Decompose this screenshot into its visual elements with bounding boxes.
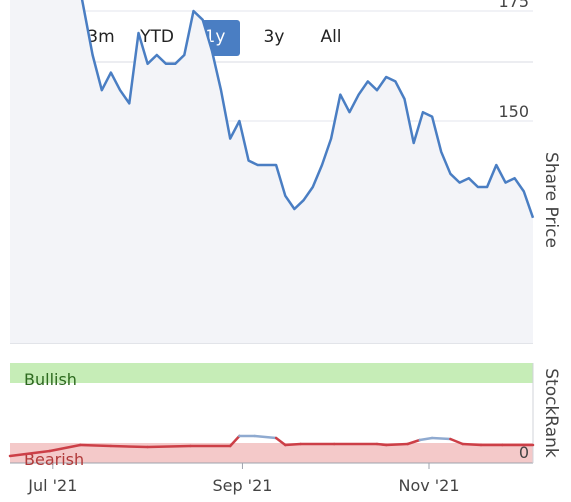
- stockrank-line-segment[interactable]: [461, 442, 483, 447]
- bullish-zone-label: Bullish: [24, 370, 77, 389]
- stockrank-line-segment[interactable]: [79, 443, 113, 448]
- stockrank-line-segment[interactable]: [228, 434, 241, 448]
- rank-tick-label: 0: [519, 443, 529, 462]
- stockrank-line-segment[interactable]: [109, 444, 149, 449]
- stockrank-line-segment[interactable]: [384, 442, 409, 447]
- stockrank-line-segment[interactable]: [430, 436, 452, 441]
- range-button-all[interactable]: All: [320, 27, 342, 47]
- stockrank-line-segment[interactable]: [253, 434, 278, 440]
- stockrank-line-segment[interactable]: [8, 449, 52, 458]
- stockrank-line-segment[interactable]: [418, 436, 434, 442]
- stockrank-line-segment[interactable]: [449, 437, 464, 446]
- range-button-ytd[interactable]: YTD: [140, 27, 174, 47]
- x-tick-label: Sep '21: [212, 476, 272, 495]
- price-series-line[interactable]: [10, 0, 535, 219]
- stockrank-line-segment[interactable]: [146, 444, 192, 449]
- stockrank-line-segment[interactable]: [375, 442, 388, 447]
- bullish-zone: [10, 363, 533, 383]
- price-area: [10, 0, 533, 343]
- range-button-3m[interactable]: 3m: [87, 27, 115, 47]
- price-tick-label: 150: [498, 102, 529, 121]
- rank-axis-title: StockRank: [541, 368, 561, 458]
- range-button-3y[interactable]: 3y: [263, 27, 285, 47]
- bearish-zone-label: Bearish: [24, 450, 84, 469]
- x-tick-label: Nov '21: [398, 476, 459, 495]
- price-tick-label: 175: [498, 0, 529, 11]
- price-axis-title: Share Price: [541, 152, 561, 248]
- stockrank-line-segment[interactable]: [48, 443, 82, 453]
- stockrank-line-segment[interactable]: [406, 438, 422, 446]
- stockrank-line-segment[interactable]: [274, 436, 287, 447]
- stockrank-line-segment[interactable]: [284, 442, 302, 447]
- x-tick-label: Jul '21: [27, 476, 77, 495]
